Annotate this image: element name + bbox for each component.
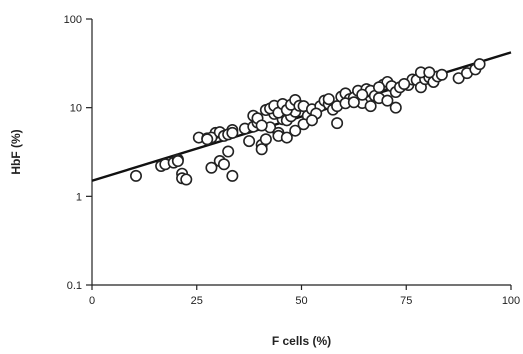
x-axis-title: F cells (%) bbox=[272, 334, 331, 348]
data-point bbox=[373, 81, 386, 94]
y-tick-label: 0.1 bbox=[67, 280, 82, 292]
tick-group: 0 25 50 75 100 0.1 1 10 100 bbox=[64, 14, 521, 307]
data-point bbox=[347, 96, 360, 109]
data-point bbox=[280, 131, 293, 144]
x-tick-label: 0 bbox=[89, 295, 95, 307]
data-point bbox=[289, 124, 302, 137]
data-point bbox=[364, 100, 377, 113]
data-point bbox=[129, 169, 142, 182]
data-point bbox=[205, 161, 218, 174]
data-point bbox=[331, 117, 344, 130]
data-point bbox=[305, 114, 318, 127]
data-point bbox=[435, 68, 448, 81]
data-point bbox=[322, 93, 335, 106]
x-tick-label: 50 bbox=[295, 295, 307, 307]
data-point bbox=[171, 155, 184, 168]
data-point bbox=[180, 173, 193, 186]
data-point bbox=[381, 94, 394, 107]
axes bbox=[91, 19, 511, 286]
data-point bbox=[226, 169, 239, 182]
data-point bbox=[259, 133, 272, 146]
data-point bbox=[222, 145, 235, 158]
y-axis-title: HbF (%) bbox=[9, 129, 23, 174]
data-point bbox=[255, 143, 268, 156]
y-tick-label: 10 bbox=[70, 103, 82, 115]
data-point bbox=[398, 77, 411, 90]
y-tick-label: 100 bbox=[64, 14, 82, 26]
data-point bbox=[226, 126, 239, 139]
x-tick-label: 100 bbox=[502, 295, 520, 307]
data-point bbox=[243, 135, 256, 148]
x-tick-label: 75 bbox=[400, 295, 412, 307]
data-point bbox=[356, 88, 369, 101]
y-tick-label: 1 bbox=[76, 191, 82, 203]
data-point bbox=[389, 101, 402, 114]
data-point bbox=[423, 66, 436, 79]
fit-line bbox=[91, 51, 512, 182]
data-point bbox=[473, 58, 486, 71]
x-tick-label: 25 bbox=[191, 295, 203, 307]
data-point bbox=[201, 133, 214, 146]
fit-line-group bbox=[91, 51, 512, 182]
data-point bbox=[217, 158, 230, 171]
data-points bbox=[129, 58, 486, 186]
data-point bbox=[255, 119, 268, 132]
